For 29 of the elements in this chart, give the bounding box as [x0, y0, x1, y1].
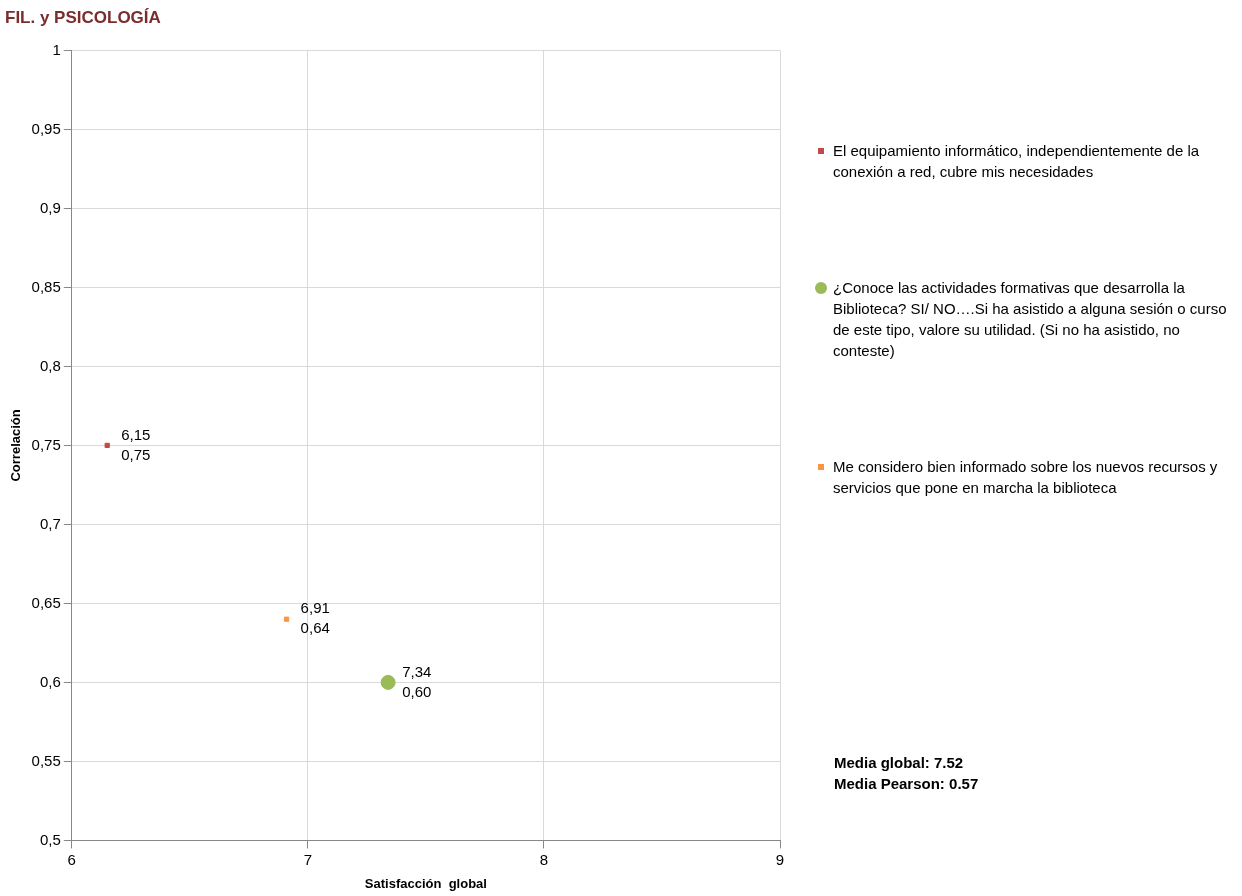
data-label: 6,91 0,64 [300, 599, 330, 637]
x-tick-label: 9 [775, 850, 785, 868]
y-tick-label: 0,6 [39, 672, 61, 690]
y-tick-label: 0,55 [31, 751, 61, 769]
data-label: 7,34 0,60 [402, 662, 432, 700]
x-tick-label: 6 [67, 850, 76, 868]
chart-title: FIL. y PSICOLOGÍA [5, 7, 161, 27]
data-label: 6,15 0,75 [121, 425, 151, 463]
y-tick-label: 1 [52, 40, 61, 58]
point [284, 616, 290, 622]
y-tick-label: 0,65 [31, 593, 61, 611]
y-tick-label: 0,8 [39, 356, 61, 374]
y-tick-label: 0,7 [39, 514, 61, 532]
legend-label: El equipamiento informático, independientemente de la conexión a red, cubre mis necesidades [833, 142, 1200, 180]
x-tick-label: 7 [303, 850, 313, 868]
point [104, 442, 110, 449]
y-tick-label: 0,85 [31, 277, 61, 295]
legend-label: ¿Conoce las actividades formativas que desarrolla la Biblioteca? SI/ NO….Si ha asistido a alguna sesión o curso de este tipo, valore su utilidad. (Si no ha asistido, no conteste) [833, 279, 1227, 359]
legend-label: Me considero bien informado sobre los nuevos recursos y servicios que pone en marcha la biblioteca [833, 458, 1218, 496]
x-tick-label: 8 [539, 850, 549, 868]
text: Media Pearson: 0.57 [834, 774, 979, 794]
y-tick-label: 0,5 [39, 830, 61, 848]
y-tick-label: 0,95 [31, 119, 61, 137]
x-axis-title: Satisfacción global [364, 875, 487, 891]
y-axis-title: Correlación [8, 409, 24, 482]
text: Media global: 7.52 [834, 753, 965, 773]
point [380, 674, 396, 690]
y-tick-label: 0,75 [31, 435, 61, 453]
y-tick-label: 0,9 [39, 198, 61, 216]
